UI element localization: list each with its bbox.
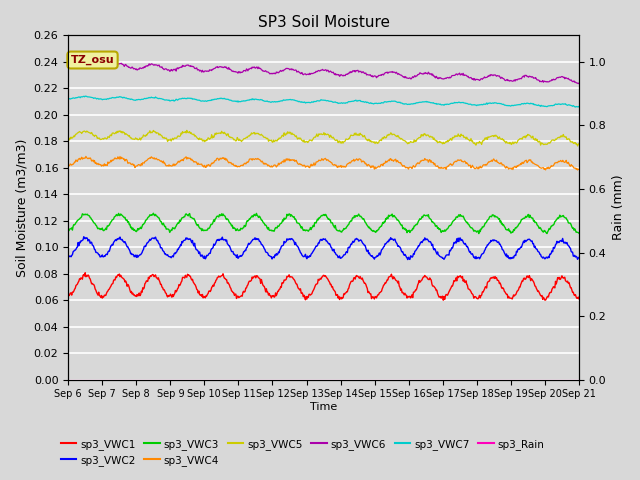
sp3_VWC1	[401, 290, 409, 296]
sp3_VWC2	[575, 254, 583, 260]
sp3_VWC7	[205, 97, 213, 103]
Line: sp3_VWC5: sp3_VWC5	[68, 131, 579, 146]
Y-axis label: Rain (mm): Rain (mm)	[612, 175, 625, 240]
sp3_VWC2	[205, 251, 213, 256]
sp3_VWC5	[575, 141, 583, 146]
sp3_VWC1	[81, 270, 89, 276]
sp3_Rain	[205, 377, 212, 383]
sp3_VWC5	[74, 130, 81, 136]
Line: sp3_VWC7: sp3_VWC7	[68, 96, 579, 107]
sp3_VWC1	[74, 281, 81, 287]
sp3_Rain	[385, 377, 393, 383]
sp3_VWC1	[127, 289, 134, 295]
sp3_VWC7	[401, 101, 409, 107]
sp3_VWC6	[127, 65, 134, 71]
sp3_Rain	[401, 377, 408, 383]
sp3_VWC3	[205, 225, 213, 231]
sp3_VWC2	[404, 257, 412, 263]
sp3_VWC7	[127, 96, 134, 102]
sp3_VWC5	[401, 138, 409, 144]
sp3_VWC1	[205, 288, 213, 294]
sp3_VWC4	[74, 158, 81, 164]
sp3_VWC6	[401, 75, 409, 81]
sp3_VWC4	[386, 156, 394, 162]
sp3_VWC7	[81, 93, 89, 99]
Text: TZ_osu: TZ_osu	[70, 55, 115, 65]
sp3_Rain	[575, 377, 583, 383]
sp3_VWC6	[74, 62, 81, 68]
sp3_VWC7	[179, 96, 186, 101]
sp3_VWC2	[64, 254, 72, 260]
sp3_VWC6	[64, 64, 72, 70]
sp3_VWC2	[386, 237, 394, 243]
Legend: sp3_VWC1, sp3_VWC2, sp3_VWC3, sp3_VWC4, sp3_VWC5, sp3_VWC6, sp3_VWC7, sp3_Rain: sp3_VWC1, sp3_VWC2, sp3_VWC3, sp3_VWC4, …	[56, 434, 549, 470]
sp3_VWC1	[179, 275, 186, 280]
Line: sp3_VWC1: sp3_VWC1	[68, 273, 579, 300]
sp3_VWC3	[64, 227, 72, 233]
sp3_VWC5	[178, 131, 186, 137]
Line: sp3_VWC6: sp3_VWC6	[68, 61, 579, 84]
sp3_VWC6	[205, 67, 213, 72]
sp3_Rain	[126, 377, 134, 383]
sp3_VWC2	[74, 244, 81, 250]
sp3_VWC5	[126, 134, 134, 140]
sp3_VWC2	[127, 251, 134, 257]
Line: sp3_VWC3: sp3_VWC3	[68, 213, 579, 234]
sp3_VWC7	[64, 96, 72, 102]
sp3_VWC4	[575, 167, 583, 172]
sp3_VWC5	[205, 136, 213, 142]
sp3_VWC2	[80, 234, 88, 240]
Line: sp3_VWC2: sp3_VWC2	[68, 237, 579, 260]
sp3_VWC7	[572, 104, 579, 110]
sp3_VWC1	[440, 297, 447, 303]
sp3_VWC6	[575, 80, 583, 86]
sp3_VWC2	[179, 240, 186, 246]
sp3_VWC5	[573, 143, 581, 149]
Title: SP3 Soil Moisture: SP3 Soil Moisture	[257, 15, 390, 30]
sp3_VWC3	[475, 231, 483, 237]
sp3_VWC2	[401, 252, 409, 257]
sp3_VWC4	[401, 164, 409, 169]
sp3_VWC4	[179, 157, 186, 163]
sp3_VWC4	[205, 163, 213, 169]
sp3_VWC3	[401, 226, 409, 231]
sp3_VWC1	[64, 291, 72, 297]
sp3_VWC4	[64, 163, 72, 168]
sp3_VWC3	[150, 210, 157, 216]
sp3_VWC5	[386, 132, 394, 137]
X-axis label: Time: Time	[310, 402, 337, 412]
sp3_VWC3	[179, 215, 186, 220]
sp3_Rain	[64, 377, 72, 383]
sp3_VWC6	[386, 69, 394, 75]
sp3_VWC3	[126, 221, 134, 227]
Y-axis label: Soil Moisture (m3/m3): Soil Moisture (m3/m3)	[15, 138, 28, 276]
sp3_VWC4	[127, 161, 134, 167]
sp3_VWC3	[386, 213, 394, 218]
sp3_VWC3	[74, 217, 81, 223]
sp3_VWC4	[82, 154, 90, 159]
sp3_VWC7	[74, 95, 81, 100]
sp3_VWC1	[575, 296, 583, 302]
sp3_Rain	[74, 377, 81, 383]
sp3_VWC4	[573, 167, 581, 173]
sp3_VWC3	[575, 230, 583, 236]
sp3_VWC6	[179, 62, 186, 68]
sp3_VWC5	[183, 128, 191, 133]
sp3_Rain	[178, 377, 186, 383]
sp3_VWC7	[386, 99, 394, 105]
sp3_VWC5	[64, 136, 72, 142]
sp3_VWC1	[386, 274, 394, 279]
sp3_VWC6	[575, 81, 582, 86]
Line: sp3_VWC4: sp3_VWC4	[68, 156, 579, 170]
sp3_VWC6	[79, 59, 87, 64]
sp3_VWC7	[575, 104, 583, 110]
